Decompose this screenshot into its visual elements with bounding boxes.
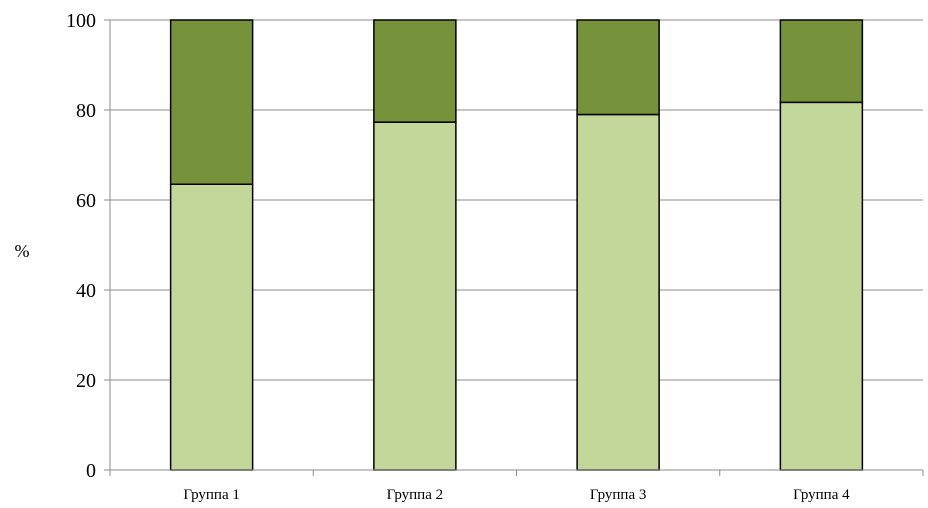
y-tick-label: 100 [66, 10, 96, 32]
y-tick-label: 80 [76, 100, 96, 122]
bar-segment-series-2-1 [169, 19, 254, 185]
x-tick-label: Группа 3 [590, 487, 647, 503]
x-tick-label: Группа 1 [183, 487, 240, 503]
axes [104, 19, 924, 476]
bar-segment-series-1-3 [576, 113, 660, 471]
bar-segment-series-2-3 [576, 19, 660, 116]
y-tick-label: 20 [76, 370, 96, 392]
x-tick-labels: Группа 1 Группа 2 Группа 3 Группа 4 [183, 487, 850, 503]
y-tick-label: 40 [76, 280, 96, 302]
x-tick-label: Группа 4 [793, 487, 850, 503]
bar-segment-series-1-4 [779, 101, 864, 471]
y-axis-label: % [15, 241, 30, 261]
x-tick-label: Группа 2 [387, 487, 444, 503]
bars [169, 19, 864, 471]
y-tick-label: 60 [76, 190, 96, 212]
bar-segment-series-1-1 [169, 183, 254, 471]
y-tick-labels: 0 20 40 60 80 100 [66, 10, 96, 482]
bar-segment-series-2-2 [373, 19, 457, 123]
bar-segment-series-2-4 [779, 19, 864, 104]
bar-segment-series-1-2 [373, 121, 457, 471]
y-tick-label: 0 [86, 460, 96, 482]
